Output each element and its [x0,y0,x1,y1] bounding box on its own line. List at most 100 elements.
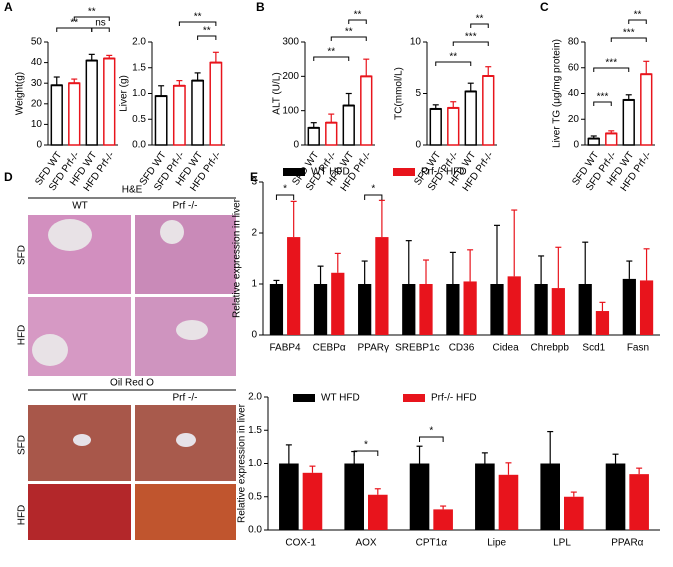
y-tick-label: 5 [415,88,421,99]
bar [302,472,323,530]
bar [463,281,477,335]
y-tick-label: 0 [415,140,421,151]
y-axis-title: Liver TG (μg/mg protein) [552,39,563,148]
y-tick-label: 2.0 [132,37,146,48]
bar [409,463,430,530]
y-tick-label: 300 [282,37,299,48]
bar [287,237,301,335]
x-tick-label: PPARγ [358,343,390,354]
significance-label: * [429,426,433,437]
bar [154,95,168,146]
bar [313,284,328,335]
panel-label: B [256,0,265,14]
bar [279,463,299,530]
bar [209,61,223,146]
bar [540,463,560,530]
significance-bracket [593,67,630,72]
panel-label: D [4,170,13,184]
bar [360,75,373,146]
significance-label: * [364,440,368,451]
legend-swatch [403,394,425,402]
significance-bracket [470,23,489,28]
x-tick-label: Lipe [487,538,506,549]
y-tick-label: 10 [31,119,43,130]
bar [331,272,345,335]
bar [447,107,460,146]
bar [191,79,205,146]
vessel [176,433,196,447]
y-tick-label: 60 [568,62,580,73]
significance-bracket [348,19,367,24]
y-tick-label: 100 [282,105,299,116]
vessel [73,434,91,446]
x-tick-label: LPL [553,538,571,549]
column-label: Prf -/- [173,393,198,404]
significance-bracket [364,194,383,200]
bar [482,75,495,146]
y-axis-title: ALT (U/L) [272,72,283,114]
bar [622,278,636,335]
x-tick-label: Chrebpb [531,343,570,354]
y-tick-label: 10 [410,37,422,48]
x-tick-label: COX-1 [285,538,316,549]
x-tick-label: AOX [355,538,376,549]
vessel [32,334,68,366]
bar [622,99,635,146]
significance-label: ns [95,18,106,29]
y-tick-label: 0 [573,140,579,151]
oil-title: Oil Red O [110,378,154,389]
bar [50,84,63,146]
y-tick-label: 3 [251,177,257,188]
bar [551,288,565,335]
bar [307,127,320,146]
significance-label: ** [449,52,457,63]
y-tick-label: 0.5 [248,491,262,502]
significance-bracket [419,436,444,442]
significance-bracket [313,56,350,61]
vessel [48,219,92,251]
he-image [135,215,236,294]
bar [629,474,649,530]
bar [342,104,355,146]
significance-label: *** [623,28,635,39]
bar [640,73,653,146]
y-axis-title: Liver (g) [119,75,130,112]
significance-label: ** [88,7,96,18]
x-tick-label: Scd1 [582,343,605,354]
column-label: WT [72,201,88,212]
bar [368,494,388,530]
bar [605,132,618,146]
he-title: H&E [122,185,143,196]
significance-label: *** [605,58,617,69]
oil-image [135,484,236,540]
significance-bracket [330,36,367,41]
bar [402,284,416,335]
bar [564,496,584,530]
row-label: SFD [17,245,28,265]
y-tick-label: 2.0 [248,392,262,403]
y-tick-label: 0.0 [132,140,146,151]
y-axis-title: Relative expression in liver [232,198,243,318]
y-tick-label: 1.0 [248,458,262,469]
significance-label: *** [597,92,609,103]
significance-bracket [91,27,110,32]
bar [595,311,610,335]
significance-bracket [435,61,472,66]
y-tick-label: 30 [31,78,43,89]
bar [475,463,495,530]
legend-swatch [293,394,315,402]
significance-label: ** [70,18,78,29]
vessel [160,220,184,244]
x-tick-label: Cidea [493,343,520,354]
row-label: HFD [17,325,28,346]
significance-label: ** [327,47,335,58]
significance-label: ** [634,10,642,21]
significance-label: ** [203,26,211,37]
x-tick-label: PPARα [611,538,643,549]
y-tick-label: 1.0 [132,88,146,99]
bar [498,474,519,530]
bar [269,284,284,335]
bar [85,59,98,146]
panel-label: E [250,170,258,184]
